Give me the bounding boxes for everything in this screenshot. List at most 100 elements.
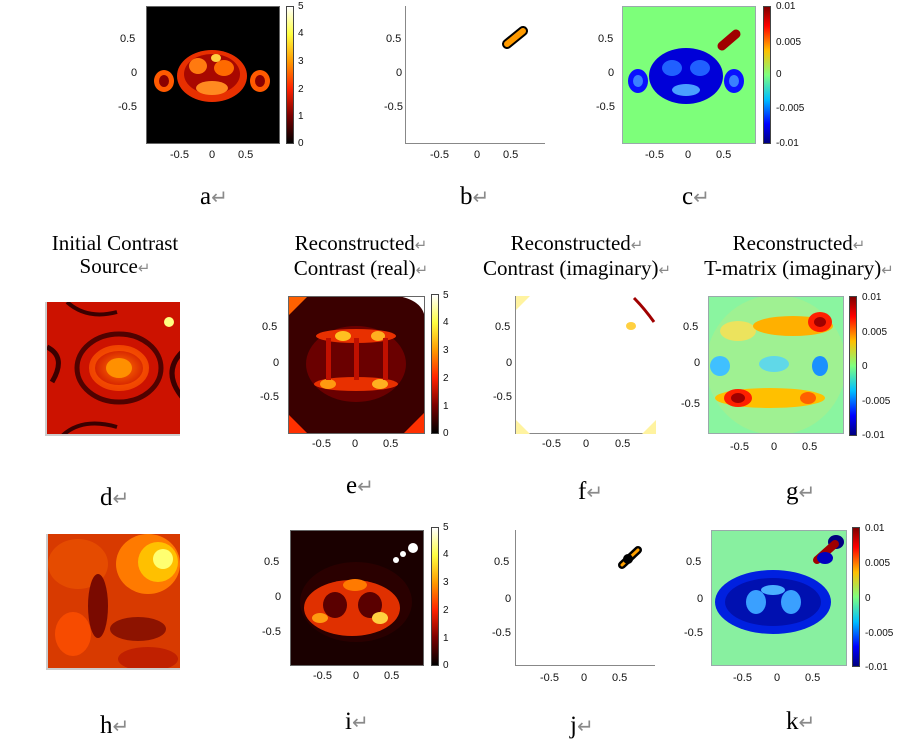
panel-label-g: g↵ [786, 478, 816, 505]
ytick: 0.5 [683, 321, 699, 333]
contrast-source-d [47, 302, 180, 434]
ytick: -0.5 [262, 626, 281, 638]
xtick: 0.5 [805, 672, 821, 684]
xtick: 0.5 [238, 149, 254, 161]
contrast-imag-j [618, 546, 642, 569]
colorbar-tick: 0.005 [862, 327, 888, 338]
xtick: -0.5 [730, 441, 749, 453]
ytick: 0 [275, 591, 282, 603]
colorbar-tick: 5 [443, 290, 449, 301]
xtick: -0.5 [312, 438, 331, 450]
ytick: 0 [608, 67, 615, 79]
contrast-source-h [48, 534, 180, 668]
colorbar-tick: 3 [443, 345, 449, 356]
heatmap-b [405, 6, 545, 144]
contrast-real-i [300, 543, 418, 642]
row-title-d: Initial Contrast Source↵ [51, 231, 179, 278]
colorbar-tick: 0 [443, 660, 449, 671]
panel-label-i: i↵ [345, 708, 369, 735]
panel-label-d: d↵ [100, 484, 130, 511]
colorbar-tick: 3 [298, 56, 304, 67]
colorbar-tick: -0.005 [776, 103, 805, 114]
axes-frame-k [711, 530, 847, 666]
colorbar-tick: 0.01 [776, 1, 796, 12]
panel-label-k: k↵ [786, 708, 816, 735]
heatmap-g [708, 296, 844, 434]
target-shape-b [502, 26, 528, 49]
heatmap-f [515, 296, 656, 434]
ytick: -0.5 [681, 398, 700, 410]
panel-label-e: e↵ [346, 472, 374, 499]
axes-frame-e [288, 296, 425, 434]
colorbar-tick: 5 [443, 522, 449, 533]
ytick: 0.5 [494, 556, 510, 568]
panel-label-a: a↵ [200, 183, 228, 210]
ytick: 0 [506, 357, 513, 369]
colorbar-tick: 2 [443, 605, 449, 616]
colorbar-tick: 3 [443, 577, 449, 588]
ytick: -0.5 [492, 627, 511, 639]
ytick: 0.5 [120, 33, 136, 45]
xtick: 0.5 [384, 670, 400, 682]
colorbar-tick: 0.005 [776, 37, 802, 48]
xtick: -0.5 [313, 670, 332, 682]
colorbar-tick: 1 [298, 111, 304, 122]
colorbar-k [852, 527, 860, 667]
ytick: 0 [505, 593, 512, 605]
xtick: 0 [581, 672, 588, 684]
heatmap-e [288, 296, 425, 434]
colorbar-tick: 4 [298, 28, 304, 39]
panel-label-j: j↵ [570, 712, 594, 739]
xtick: -0.5 [645, 149, 664, 161]
xtick: 0.5 [716, 149, 732, 161]
xtick: 0.5 [383, 438, 399, 450]
panel-label-h: h↵ [100, 712, 130, 739]
xtick: -0.5 [430, 149, 449, 161]
colorbar-e [431, 294, 439, 434]
ytick: 0.5 [264, 556, 280, 568]
ytick: 0 [694, 357, 701, 369]
colorbar-tick: 0.01 [865, 523, 885, 534]
tmatrix-imag-g [708, 296, 844, 434]
ytick: 0 [131, 67, 138, 79]
ytick: 0 [697, 593, 704, 605]
axes-frame-i [290, 530, 424, 666]
contrast-real-e [288, 296, 425, 434]
xtick: 0.5 [612, 672, 628, 684]
ytick: 0 [273, 357, 280, 369]
xtick: 0 [352, 438, 359, 450]
colorbar-tick: 0 [443, 428, 449, 439]
heatmap-j [515, 530, 655, 666]
xtick: 0.5 [615, 438, 631, 450]
ytick: 0.5 [262, 321, 278, 333]
xtick: -0.5 [540, 672, 559, 684]
colorbar-a [286, 6, 294, 144]
ytick: 0.5 [598, 33, 614, 45]
colorbar-tick: 2 [443, 373, 449, 384]
phantom-real-a [154, 50, 270, 102]
xtick: 0 [771, 441, 778, 453]
colorbar-tick: 0 [862, 361, 868, 372]
ytick: -0.5 [684, 627, 703, 639]
heatmap-d [45, 302, 180, 436]
axes-frame-a [146, 6, 280, 144]
ytick: 0.5 [386, 33, 402, 45]
tmatrix-imag-k [715, 535, 844, 634]
contrast-imag-f [516, 296, 656, 434]
row-title-f: Reconstructed↵ Contrast (imaginary)↵ [482, 231, 672, 280]
colorbar-g [849, 296, 857, 436]
colorbar-tick: 0.005 [865, 558, 891, 569]
xtick: 0 [774, 672, 781, 684]
ytick: -0.5 [596, 101, 615, 113]
heatmap-k [711, 530, 847, 666]
xtick: 0.5 [503, 149, 519, 161]
colorbar-tick: -0.005 [865, 628, 894, 639]
colorbar-c [763, 6, 771, 144]
colorbar-tick: 4 [443, 317, 449, 328]
xtick: -0.5 [733, 672, 752, 684]
row-title-g: Reconstructed↵ T-matrix (imaginary)↵ [704, 231, 894, 280]
tmatrix-c [628, 29, 744, 104]
axes-frame-c [622, 6, 756, 144]
xtick: 0 [353, 670, 360, 682]
xtick: -0.5 [542, 438, 561, 450]
